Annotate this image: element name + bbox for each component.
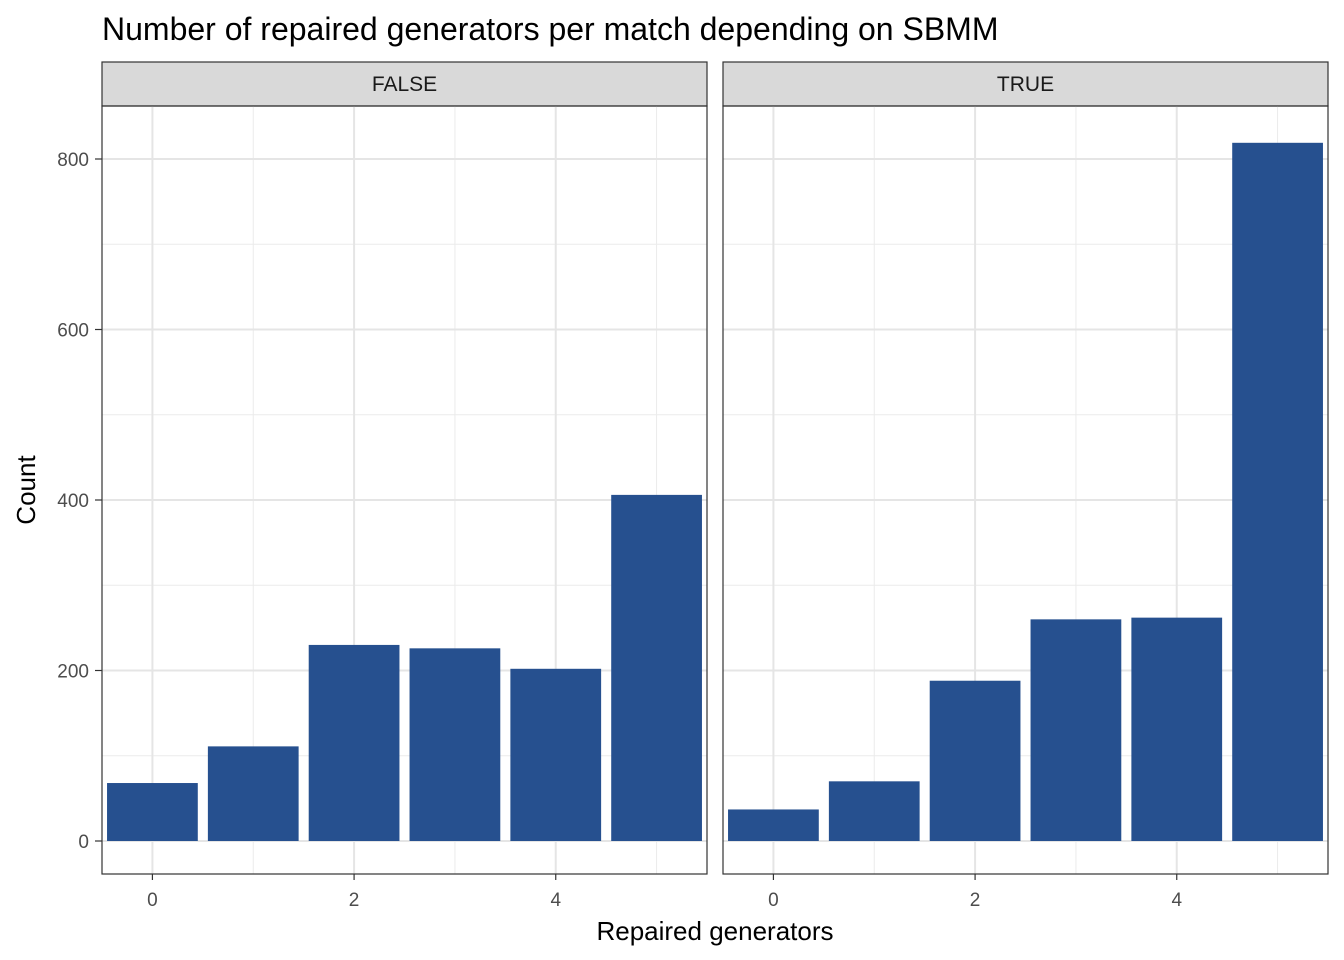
- y-axis: 0 200 400 600 800: [57, 150, 102, 853]
- x-tick-label: 2: [970, 890, 981, 911]
- x-tick-label: 2: [349, 890, 360, 911]
- x-tick-label: 4: [1171, 890, 1182, 911]
- y-axis-title: Count: [11, 455, 41, 525]
- facet-panel-true: TRUE 0 2 4: [722, 61, 1329, 911]
- y-tick-label: 200: [57, 662, 89, 683]
- bar-false-5: [611, 494, 702, 841]
- bar-true-0: [728, 809, 819, 841]
- x-tick-label: 4: [550, 890, 561, 911]
- chart-title: Number of repaired generators per match …: [102, 11, 998, 47]
- y-tick-label: 800: [57, 150, 89, 171]
- facet-strip-label-true: TRUE: [997, 73, 1054, 96]
- bar-false-3: [409, 648, 501, 841]
- x-axis-title: Repaired generators: [596, 916, 833, 946]
- facet-panel-false: FALSE 0 2 4: [101, 61, 708, 911]
- facet-strip-label-false: FALSE: [372, 73, 437, 96]
- bar-true-2: [929, 680, 1021, 841]
- bar-false-4: [510, 668, 602, 841]
- bar-false-2: [308, 644, 400, 841]
- x-tick-label: 0: [768, 890, 779, 911]
- bar-true-4: [1131, 617, 1223, 841]
- x-tick-label: 0: [147, 890, 158, 911]
- panel-border-true: [722, 105, 1329, 875]
- bar-true-1: [828, 781, 920, 841]
- facet-strip-false: [101, 61, 708, 107]
- panel-border-false: [101, 105, 708, 875]
- bar-true-3: [1030, 619, 1122, 841]
- y-tick-label: 600: [57, 321, 89, 342]
- y-tick-label: 0: [78, 832, 89, 853]
- bar-false-0: [107, 783, 198, 841]
- facet-strip-true: [722, 61, 1329, 107]
- bar-false-1: [207, 746, 299, 841]
- y-tick-label: 400: [57, 491, 89, 512]
- bar-true-5: [1232, 142, 1323, 842]
